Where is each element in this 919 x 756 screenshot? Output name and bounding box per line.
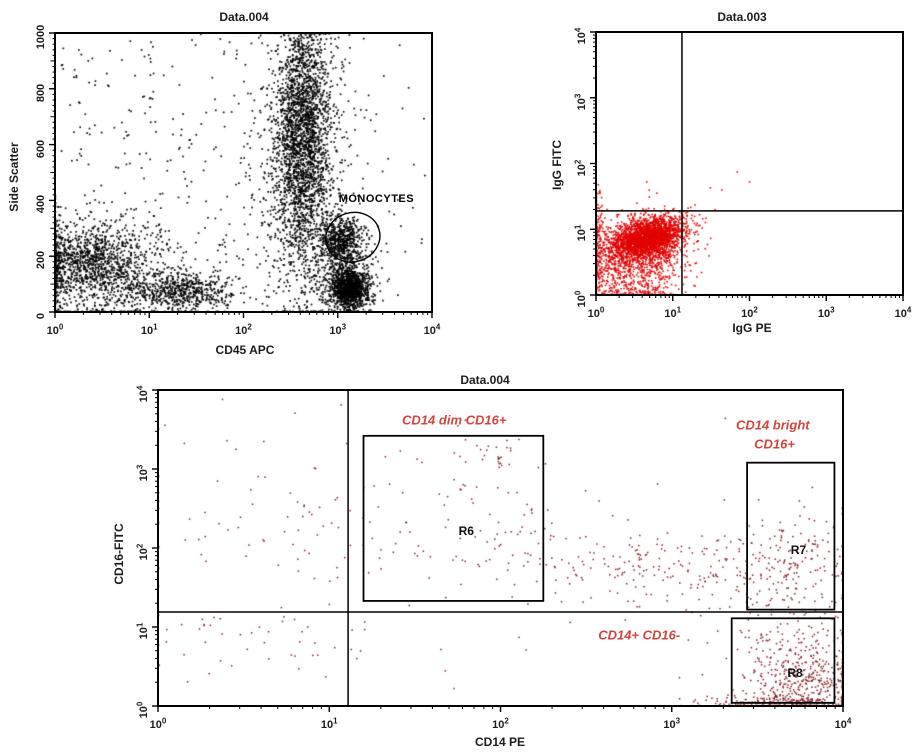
x-tick-label-text: 101 — [320, 716, 338, 731]
x-axis-label-text: CD45 APC — [215, 343, 275, 357]
annotation-cd14-dim-cd16--text: CD14 dim CD16+ — [402, 412, 507, 428]
x-tick-label-text: 103 — [663, 716, 681, 731]
annotation-monocytes-text: MONOCYTES — [338, 193, 415, 206]
plot-title-text: Data.004 — [460, 373, 510, 387]
x-axis-label-text: IgG PE — [732, 321, 772, 335]
x-tick-label-text: 103 — [817, 305, 835, 320]
x-tick-label-text: 100 — [46, 322, 64, 337]
gate-label-r6-text: R6 — [458, 524, 474, 539]
x-tick-label-text: 104 — [834, 716, 852, 731]
y-tick-label-text: 100 — [135, 701, 150, 719]
x-tick-label-text: 102 — [235, 322, 252, 337]
y-tick-label-text: 101 — [135, 622, 150, 640]
y-tick-label-text: 102 — [135, 543, 150, 561]
annotation-cd14-bright-text: CD14 bright — [735, 417, 810, 433]
gate-label-r7-text: R7 — [790, 543, 807, 557]
annotation-cd14-cd16--text: CD14+ CD16- — [598, 627, 681, 643]
x-tick-label-text: 104 — [894, 305, 912, 320]
plot-title-text: Data.003 — [717, 10, 767, 24]
plot-title-text: Data.004 — [219, 10, 269, 24]
gate-label-r8-text: R8 — [787, 666, 803, 681]
y-tick-label-text: 104 — [135, 385, 150, 403]
x-tick-label-text: 104 — [423, 322, 441, 337]
x-tick-label-text: 103 — [329, 322, 347, 337]
x-axis-label-text: CD14 PE — [474, 735, 526, 749]
x-tick-label-text: 102 — [741, 305, 758, 320]
x-tick-label-text: 100 — [587, 305, 605, 320]
scatter-dots-canvas — [158, 390, 843, 706]
x-tick-label-text: 101 — [140, 322, 158, 337]
annotation-cd16--text: CD16+ — [754, 436, 795, 452]
x-tick-label-text: 101 — [664, 305, 682, 320]
x-tick-label-text: 102 — [492, 716, 509, 731]
y-axis-label-text: CD16-FITC — [112, 523, 126, 585]
y-tick-label-text: 103 — [135, 464, 150, 482]
x-tick-label-text: 100 — [149, 716, 167, 731]
